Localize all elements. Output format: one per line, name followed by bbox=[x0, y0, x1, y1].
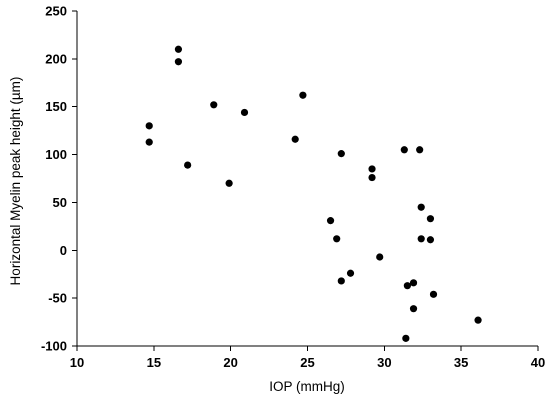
data-point bbox=[240, 108, 249, 117]
x-tick-label: 30 bbox=[377, 355, 391, 370]
data-point bbox=[225, 179, 233, 187]
data-point bbox=[346, 269, 355, 277]
x-tick-label: 25 bbox=[300, 355, 314, 370]
data-point bbox=[376, 253, 384, 261]
data-point bbox=[403, 282, 411, 290]
data-point bbox=[210, 101, 218, 109]
data-point bbox=[429, 290, 438, 298]
y-tick-label: 50 bbox=[53, 195, 67, 210]
axes: -100 -50 0 50 100 150 200 250 10 15 20 25 30 35 40 bbox=[41, 4, 545, 371]
y-axis-title: Horizontal Myelin peak height (µm) bbox=[8, 77, 23, 286]
data-point bbox=[474, 316, 482, 324]
data-point bbox=[400, 146, 408, 154]
data-point bbox=[416, 146, 424, 154]
data-point bbox=[402, 334, 410, 342]
y-tick-label: 150 bbox=[45, 99, 67, 114]
data-point bbox=[174, 58, 183, 66]
x-tick-label: 35 bbox=[454, 355, 468, 370]
data-point bbox=[417, 235, 425, 243]
data-point bbox=[409, 279, 418, 287]
x-tick-label: 20 bbox=[223, 355, 237, 370]
y-tick-label: -50 bbox=[48, 291, 67, 306]
y-tick-label: 100 bbox=[45, 147, 67, 162]
y-tick-label: 0 bbox=[60, 243, 67, 258]
data-point bbox=[337, 150, 345, 158]
data-point bbox=[184, 161, 192, 169]
data-point bbox=[409, 305, 418, 313]
y-tick-label: 250 bbox=[45, 4, 67, 19]
x-axis-title: IOP (mmHg) bbox=[269, 379, 345, 394]
data-point bbox=[333, 235, 341, 243]
data-point bbox=[145, 122, 153, 130]
data-point bbox=[337, 277, 345, 285]
data-points bbox=[145, 45, 482, 342]
data-point bbox=[291, 135, 299, 143]
y-tick-label: 200 bbox=[45, 51, 67, 66]
data-point bbox=[326, 217, 335, 225]
y-tick-label: -100 bbox=[41, 339, 67, 354]
data-point bbox=[368, 165, 376, 173]
x-tick-label: 10 bbox=[70, 355, 84, 370]
x-tick-label: 40 bbox=[531, 355, 545, 370]
x-tick-label: 15 bbox=[147, 355, 161, 370]
data-point bbox=[426, 236, 435, 244]
data-point bbox=[368, 173, 376, 182]
data-point bbox=[145, 138, 153, 146]
data-point bbox=[417, 203, 425, 211]
data-point bbox=[299, 91, 307, 99]
data-point bbox=[174, 45, 183, 53]
data-point bbox=[426, 215, 435, 223]
